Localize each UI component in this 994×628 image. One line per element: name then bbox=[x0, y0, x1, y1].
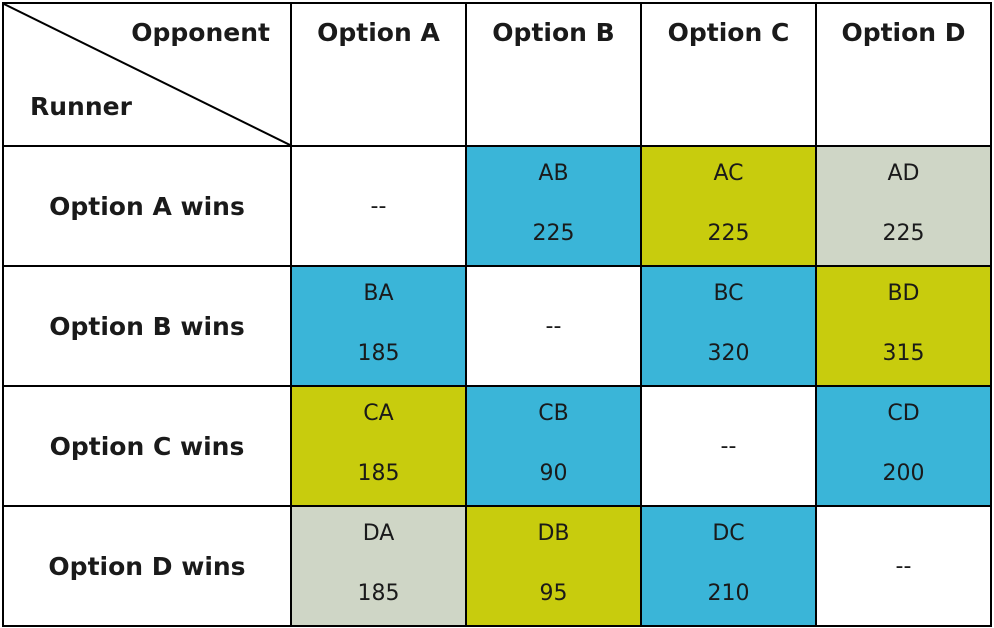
matchup-cell: -- bbox=[467, 267, 642, 387]
matchup-cell: CB 90 bbox=[467, 387, 642, 507]
cell-value: 200 bbox=[882, 461, 925, 486]
cell-pair-label: CB bbox=[538, 401, 569, 426]
matchup-cell: AD 225 bbox=[817, 147, 992, 267]
cell-value: 225 bbox=[882, 221, 925, 246]
matchup-cell: BC 320 bbox=[642, 267, 817, 387]
cell-pair-label: BA bbox=[363, 281, 394, 306]
cell-value: 185 bbox=[357, 581, 400, 606]
cell-pair-label: AD bbox=[887, 161, 920, 186]
cell-pair-label: CD bbox=[887, 401, 920, 426]
cell-pair-label: CA bbox=[363, 401, 394, 426]
column-header-option-d: Option D bbox=[817, 4, 992, 147]
matchup-cell: DA 185 bbox=[292, 507, 467, 627]
cell-pair-label: AC bbox=[713, 161, 744, 186]
corner-diagonal-line bbox=[4, 4, 290, 145]
cell-value: 225 bbox=[707, 221, 750, 246]
cell-value: 185 bbox=[357, 461, 400, 486]
cell-pair-label: BC bbox=[713, 281, 744, 306]
cell-value: -- bbox=[895, 553, 912, 579]
matchup-cell: -- bbox=[817, 507, 992, 627]
cell-value: -- bbox=[370, 193, 387, 219]
matchup-cell: -- bbox=[642, 387, 817, 507]
opponent-label: Opponent bbox=[131, 18, 270, 47]
cell-value: 210 bbox=[707, 581, 750, 606]
matchup-cell: -- bbox=[292, 147, 467, 267]
cell-value: 185 bbox=[357, 341, 400, 366]
matchup-cell: DB 95 bbox=[467, 507, 642, 627]
row-header-option-a-wins: Option A wins bbox=[4, 147, 292, 267]
cell-value: -- bbox=[545, 313, 562, 339]
runner-label: Runner bbox=[30, 92, 132, 121]
matchup-cell: BD 315 bbox=[817, 267, 992, 387]
row-header-option-c-wins: Option C wins bbox=[4, 387, 292, 507]
column-header-option-a: Option A bbox=[292, 4, 467, 147]
cell-pair-label: AB bbox=[538, 161, 569, 186]
cell-value: 225 bbox=[532, 221, 575, 246]
matchup-cell: DC 210 bbox=[642, 507, 817, 627]
row-header-option-d-wins: Option D wins bbox=[4, 507, 292, 627]
cell-value: 315 bbox=[882, 341, 925, 366]
matchup-cell: AC 225 bbox=[642, 147, 817, 267]
column-header-option-c: Option C bbox=[642, 4, 817, 147]
cell-value: 95 bbox=[539, 581, 568, 606]
matchup-cell: CD 200 bbox=[817, 387, 992, 507]
corner-header-cell: Opponent Runner bbox=[4, 4, 292, 147]
cell-value: 320 bbox=[707, 341, 750, 366]
matchup-cell: BA 185 bbox=[292, 267, 467, 387]
cell-pair-label: DB bbox=[537, 521, 570, 546]
cell-pair-label: DC bbox=[712, 521, 745, 546]
cell-value: 90 bbox=[539, 461, 568, 486]
column-header-option-b: Option B bbox=[467, 4, 642, 147]
matchup-cell: CA 185 bbox=[292, 387, 467, 507]
cell-pair-label: DA bbox=[362, 521, 395, 546]
matchup-cell: AB 225 bbox=[467, 147, 642, 267]
cell-value: -- bbox=[720, 433, 737, 459]
row-header-option-b-wins: Option B wins bbox=[4, 267, 292, 387]
cell-pair-label: BD bbox=[887, 281, 920, 306]
